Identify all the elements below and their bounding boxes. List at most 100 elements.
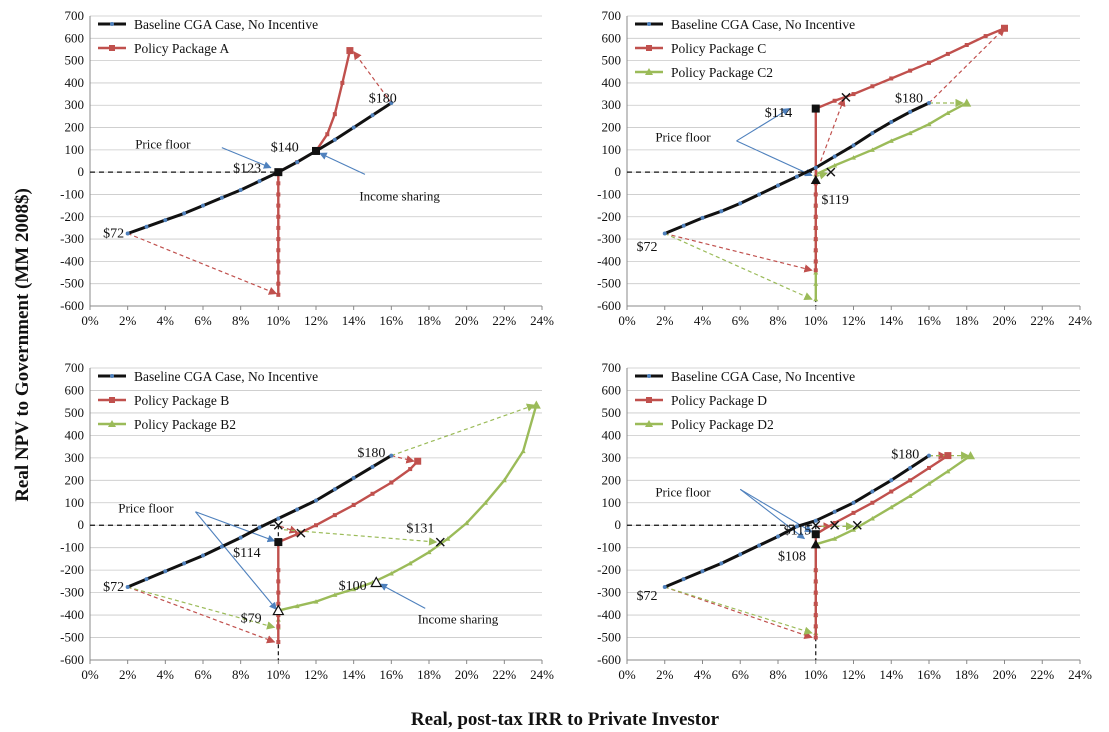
policy-point	[813, 248, 818, 253]
y-tick-label: -300	[597, 231, 621, 246]
price-label: $180	[891, 447, 919, 462]
marker-cross	[296, 528, 306, 538]
policy2-point	[407, 560, 413, 566]
series-line-baseline	[664, 454, 930, 589]
legend-entry: Policy Package C	[671, 41, 766, 56]
annotation-arrow	[391, 455, 415, 464]
y-tick-label: -100	[60, 540, 84, 555]
annotation-arrow	[664, 232, 813, 273]
x-tick-label: 2%	[656, 667, 674, 682]
price-label: $72	[103, 580, 124, 595]
marker-triangle	[810, 174, 821, 184]
policy-point	[276, 624, 281, 629]
y-tick-label: -400	[60, 607, 84, 622]
x-tick-label: 16%	[917, 667, 941, 682]
baseline-point	[776, 534, 780, 539]
y-tick-label: 300	[65, 97, 85, 112]
y-tick-label: -200	[597, 209, 621, 224]
baseline-point	[908, 109, 913, 114]
policy2-point	[851, 527, 856, 532]
x-tick-label: 14%	[879, 313, 903, 328]
baseline-point	[832, 509, 837, 514]
legend-entry: Baseline CGA Case, No Incentive	[134, 17, 318, 32]
y-tick-label: 500	[602, 405, 622, 420]
annotation-arrow	[221, 147, 272, 169]
policy-point	[832, 520, 837, 525]
marker-cross	[841, 92, 851, 102]
baseline-point	[813, 165, 818, 170]
x-tick-label: 14%	[342, 667, 366, 682]
y-tick-label: -500	[60, 276, 84, 291]
policy2-point	[832, 162, 838, 168]
y-tick-label: -500	[597, 276, 621, 291]
annotation-arrow	[283, 529, 438, 546]
policy-point	[813, 635, 818, 640]
baseline-point	[681, 223, 686, 228]
baseline-point	[870, 489, 875, 494]
annotation-arrow	[319, 152, 366, 175]
policy-point	[813, 237, 818, 242]
policy-point	[851, 510, 856, 515]
baseline-point	[870, 131, 875, 136]
policy2-point	[445, 536, 451, 541]
y-tick-label: 0	[78, 164, 85, 179]
marker-square	[312, 146, 320, 155]
price-label: $72	[103, 226, 124, 241]
x-tick-label: 22%	[1030, 313, 1054, 328]
marker-cross	[826, 167, 836, 177]
x-tick-label: 22%	[492, 313, 516, 328]
policy-point	[276, 601, 281, 606]
baseline-point	[314, 498, 318, 503]
policy-point	[813, 259, 818, 264]
policy-point	[813, 590, 818, 595]
policy-point	[870, 500, 875, 505]
policy-point	[340, 80, 345, 85]
legend-entry: Policy Package B2	[134, 417, 236, 432]
annotation-text: Price floor	[655, 485, 711, 500]
policy2-point	[966, 451, 976, 460]
legend-entry: Baseline CGA Case, No Incentive	[134, 369, 318, 384]
y-tick-label: 0	[615, 517, 622, 532]
annotation-text: Price floor	[118, 500, 174, 515]
marker-square	[274, 168, 283, 177]
policy2-point	[869, 147, 875, 152]
y-tick-label: -600	[60, 652, 84, 667]
x-tick-label: 10%	[804, 667, 828, 682]
legend-entry: Baseline CGA Case, No Incentive	[671, 17, 855, 32]
policy-point	[276, 192, 281, 197]
legend-swatch-marker	[645, 68, 653, 75]
x-tick-label: 22%	[492, 667, 516, 682]
x-tick-label: 4%	[694, 313, 712, 328]
annotation-arrow	[739, 488, 806, 540]
annotation-text: Price floor	[135, 136, 191, 151]
policy-point	[314, 523, 318, 528]
x-tick-label: 4%	[157, 667, 175, 682]
y-tick-label: 700	[65, 8, 85, 23]
y-tick-label: -400	[60, 253, 84, 268]
price-label: $100	[339, 579, 367, 594]
series-line-policy	[277, 50, 352, 295]
policy2-point	[813, 296, 819, 302]
y-tick-label: 300	[65, 450, 85, 465]
x-tick-label: 10%	[266, 313, 290, 328]
x-tick-label: 14%	[879, 667, 903, 682]
price-label: $114	[765, 106, 792, 121]
y-tick-label: 200	[602, 120, 622, 135]
policy2-point	[351, 586, 357, 592]
legend-swatch-marker	[108, 420, 116, 427]
baseline-point	[851, 143, 856, 148]
y-tick-label: -100	[597, 540, 621, 555]
y-tick-label: 100	[65, 142, 85, 157]
baseline-point	[144, 577, 149, 582]
y-tick-label: 200	[65, 120, 85, 135]
x-tick-label: 24%	[530, 667, 554, 682]
policy2-point	[962, 98, 972, 107]
baseline-point	[125, 231, 130, 236]
y-tick-label: 500	[65, 53, 85, 68]
baseline-point	[182, 211, 187, 216]
marker-cross	[852, 520, 862, 530]
y-tick-label: 400	[65, 427, 85, 442]
y-tick-label: -400	[597, 253, 621, 268]
x-tick-label: 2%	[119, 667, 137, 682]
